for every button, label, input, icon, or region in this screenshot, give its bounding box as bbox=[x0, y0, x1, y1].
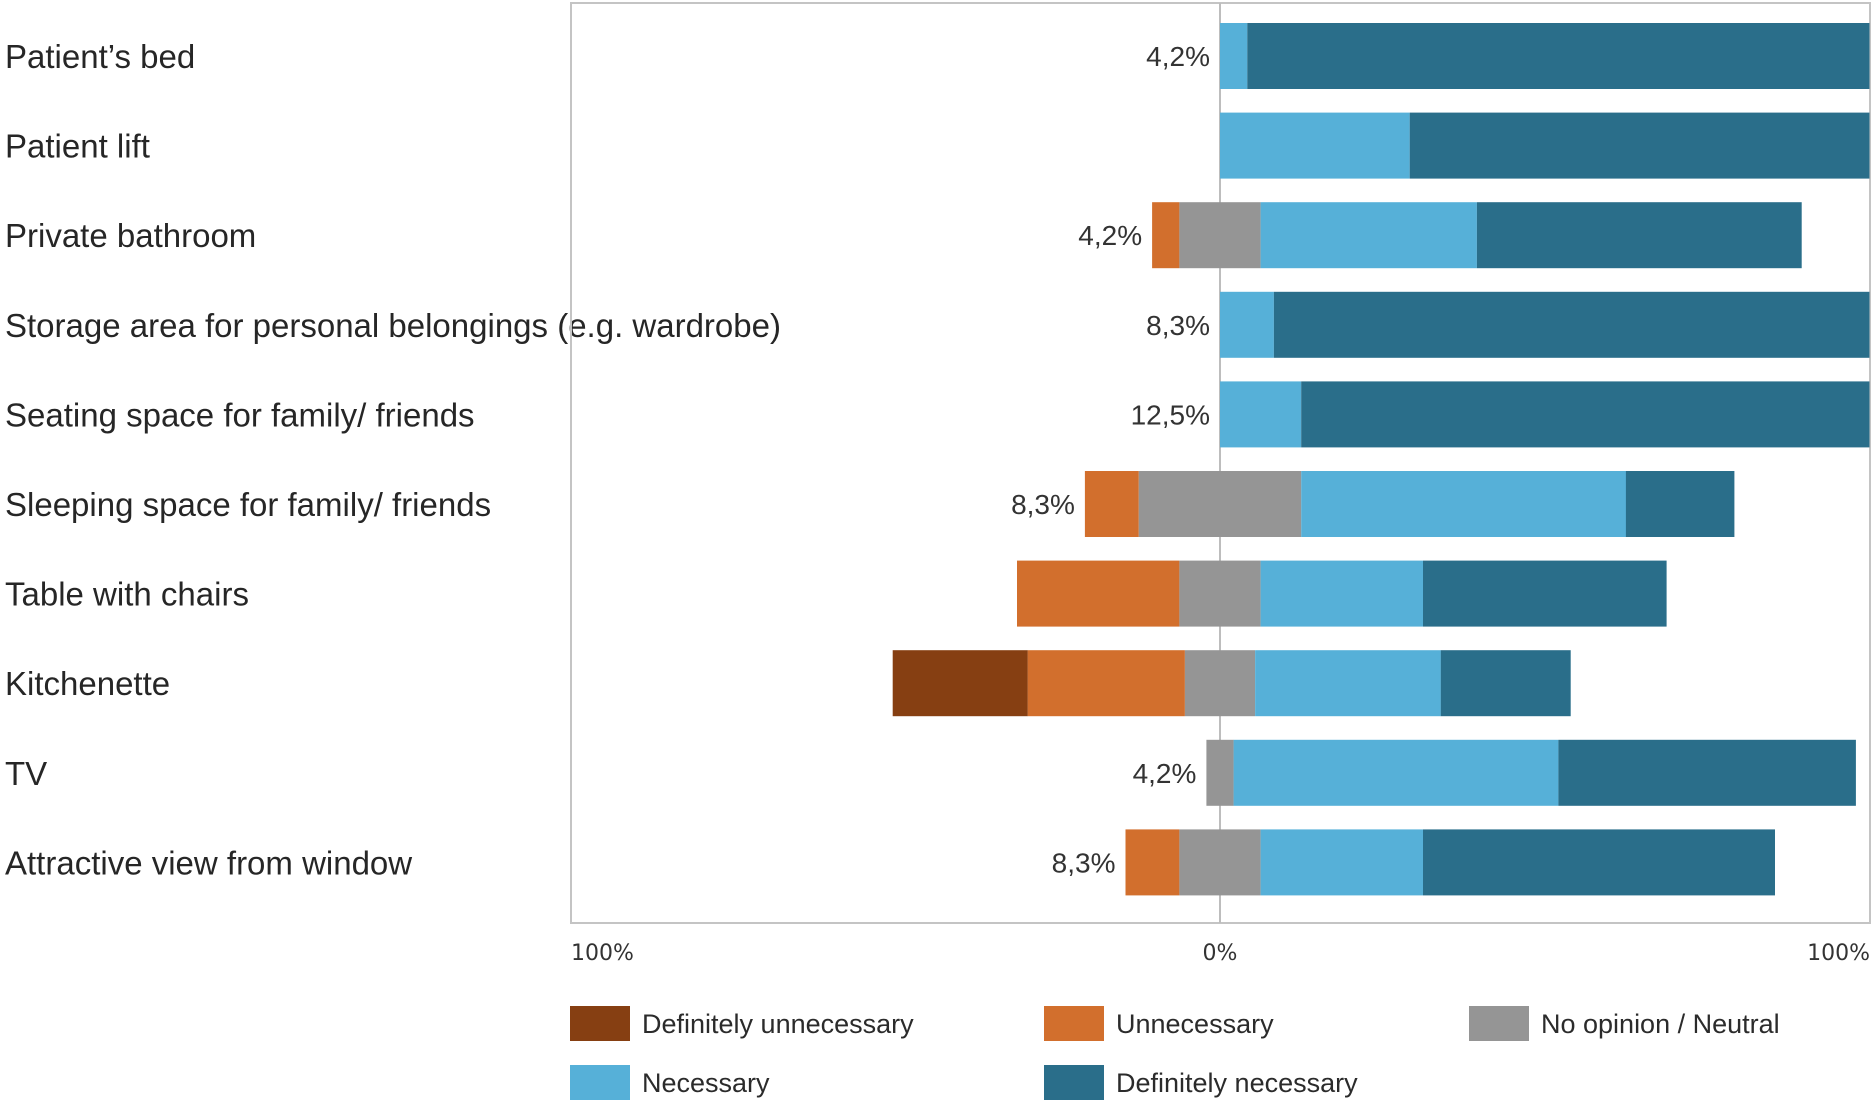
bar-segment-definitely-necessary bbox=[1558, 739, 1856, 806]
category-label: Seating space for family/ friends bbox=[5, 396, 475, 433]
bar-segment-definitely-necessary bbox=[1409, 112, 1870, 179]
legend-swatch bbox=[570, 1065, 630, 1100]
bar-segment-no-opinion-neutral bbox=[1138, 471, 1302, 537]
bar-segment-unnecessary bbox=[1125, 829, 1180, 896]
category-labels: Patient’s bed Patient lift Private bathroo… bbox=[5, 38, 781, 881]
bar-segment-no-opinion-neutral bbox=[1206, 739, 1234, 806]
legend-swatch bbox=[1044, 1065, 1104, 1100]
bar-segment-no-opinion-neutral bbox=[1179, 829, 1261, 896]
tick-label-zero: 0% bbox=[1203, 941, 1238, 966]
value-label: 4,2% bbox=[1078, 220, 1142, 251]
legend-item-definitely-necessary: Definitely necessary bbox=[1044, 1065, 1358, 1100]
value-label: 8,3% bbox=[1052, 847, 1116, 878]
legend-item-necessary: Necessary bbox=[570, 1065, 770, 1100]
bar-segment-no-opinion-neutral bbox=[1179, 560, 1261, 627]
category-label: Patient lift bbox=[5, 128, 150, 165]
bar-segment-unnecessary bbox=[1152, 202, 1180, 269]
bar-segment-definitely-necessary bbox=[1440, 650, 1571, 717]
bar-segment-definitely-necessary bbox=[1476, 202, 1802, 269]
category-label: Table with chairs bbox=[5, 576, 249, 613]
bar-segment-necessary bbox=[1220, 112, 1410, 179]
legend-label: Definitely unnecessary bbox=[642, 1009, 914, 1039]
legend-swatch bbox=[570, 1006, 630, 1041]
bar-segment-necessary bbox=[1260, 202, 1477, 269]
bar-segment-necessary bbox=[1260, 829, 1423, 896]
bar-segment-necessary bbox=[1220, 291, 1274, 358]
value-label: 8,3% bbox=[1146, 310, 1210, 341]
value-label: 8,3% bbox=[1011, 489, 1075, 520]
category-label: TV bbox=[5, 755, 47, 792]
bar-segment-unnecessary bbox=[1027, 650, 1185, 717]
bar-segment-unnecessary bbox=[1017, 560, 1180, 627]
tick-label-left: 100% bbox=[571, 941, 634, 966]
value-labels: 4,2% 4,2% 8,3% 12,5% 8,3% 4,2% 8,3% bbox=[1011, 41, 1210, 878]
bar-segment-definitely-necessary bbox=[1247, 23, 1870, 89]
legend-label: No opinion / Neutral bbox=[1541, 1009, 1780, 1039]
bar-segment-definitely-necessary bbox=[1625, 471, 1735, 537]
bar-segment-definitely-necessary bbox=[1423, 560, 1667, 627]
bar-segment-definitely-necessary bbox=[1273, 291, 1870, 358]
bar-segment-necessary bbox=[1301, 471, 1626, 537]
bars bbox=[892, 23, 1870, 896]
category-label: Private bathroom bbox=[5, 217, 256, 254]
legend-swatch bbox=[1044, 1006, 1104, 1041]
bar-segment-necessary bbox=[1220, 23, 1248, 89]
legend-label: Definitely necessary bbox=[1116, 1068, 1358, 1098]
bar-segment-definitely-unnecessary bbox=[892, 650, 1028, 717]
value-label: 12,5% bbox=[1131, 399, 1210, 430]
bar-segment-definitely-necessary bbox=[1301, 381, 1870, 448]
legend-label: Unnecessary bbox=[1116, 1009, 1274, 1039]
bar-segment-unnecessary bbox=[1084, 471, 1139, 537]
value-label: 4,2% bbox=[1146, 41, 1210, 72]
bar-segment-necessary bbox=[1220, 381, 1302, 448]
bar-segment-no-opinion-neutral bbox=[1179, 202, 1261, 269]
legend: Definitely unnecessary Unnecessary No opin… bbox=[570, 1006, 1780, 1100]
legend-item-unnecessary: Unnecessary bbox=[1044, 1006, 1274, 1041]
legend-item-no-opinion-neutral: No opinion / Neutral bbox=[1469, 1006, 1780, 1041]
category-label: Kitchenette bbox=[5, 665, 170, 702]
legend-label: Necessary bbox=[642, 1068, 770, 1098]
legend-swatch bbox=[1469, 1006, 1529, 1041]
category-label: Storage area for personal belongings (e.… bbox=[5, 307, 781, 344]
bar-segment-necessary bbox=[1260, 560, 1423, 627]
bar-segment-necessary bbox=[1233, 739, 1559, 806]
category-label: Sleeping space for family/ friends bbox=[5, 486, 491, 523]
value-label: 4,2% bbox=[1133, 758, 1197, 789]
category-label: Patient’s bed bbox=[5, 38, 195, 75]
bar-segment-definitely-necessary bbox=[1423, 829, 1775, 896]
bar-segment-no-opinion-neutral bbox=[1184, 650, 1255, 717]
legend-item-definitely-unnecessary: Definitely unnecessary bbox=[570, 1006, 914, 1041]
bar-segment-necessary bbox=[1255, 650, 1441, 717]
x-axis-ticks: 100% 0% 100% bbox=[571, 941, 1870, 966]
category-label: Attractive view from window bbox=[5, 844, 412, 881]
tick-label-right: 100% bbox=[1807, 941, 1870, 966]
